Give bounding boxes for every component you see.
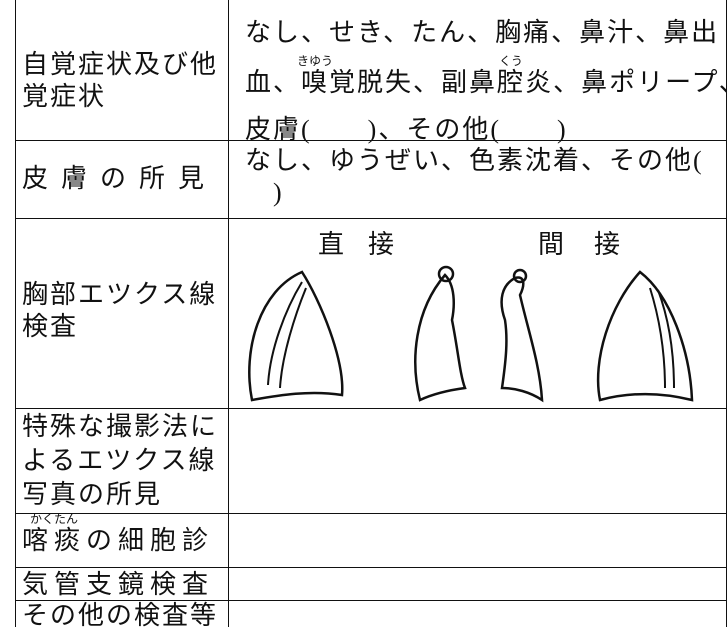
ruby-group: 嗅きゆう bbox=[297, 55, 333, 97]
row-divider bbox=[15, 140, 727, 141]
ruby-text: かくたん bbox=[29, 512, 79, 526]
text: その他の検査等 bbox=[22, 601, 219, 627]
row-divider bbox=[15, 408, 727, 409]
text: の細胞診 bbox=[86, 526, 215, 555]
text: 自覚症状及び他 bbox=[22, 50, 219, 79]
text: 特殊な撮影法に bbox=[22, 412, 219, 441]
text: 直接 bbox=[318, 230, 419, 259]
row-divider bbox=[15, 513, 727, 514]
ruby-text: きゆう bbox=[297, 54, 334, 68]
lung-diagrams bbox=[248, 265, 694, 403]
row-divider bbox=[15, 600, 727, 601]
ruby-text: くう bbox=[499, 54, 523, 68]
row-divider bbox=[15, 567, 727, 568]
text: 覚脱失、副鼻 bbox=[329, 68, 498, 97]
text: よるエツクス線 bbox=[22, 446, 217, 475]
row-label: 喀痰 かくたん の細胞診 bbox=[22, 513, 215, 555]
row-label: 覚症状 bbox=[22, 84, 106, 110]
text: 皮膚の所見 bbox=[22, 164, 218, 193]
row-label: 写真の所見 bbox=[22, 482, 162, 508]
diagram-heading: 間接 bbox=[538, 232, 650, 258]
row-label: その他の検査等 bbox=[22, 603, 218, 627]
text: ) bbox=[245, 178, 284, 207]
text: 間接 bbox=[538, 230, 651, 259]
ruby-base: 腔 bbox=[497, 68, 526, 97]
row-label: 検査 bbox=[22, 314, 78, 340]
row-content: 皮膚( )、その他( ) bbox=[245, 117, 568, 143]
text: 胸部エツクス線 bbox=[22, 280, 218, 309]
table-border bbox=[15, 0, 16, 627]
row-label: 皮膚の所見 bbox=[22, 166, 217, 192]
row-label: 自覚症状及び他 bbox=[22, 52, 218, 78]
column-divider bbox=[228, 0, 229, 627]
ruby-group: 喀痰 かくたん bbox=[22, 513, 87, 555]
text: 覚症状 bbox=[22, 82, 107, 111]
ruby-base: 喀痰 bbox=[22, 526, 87, 555]
text: 炎、鼻ポリープ、 bbox=[525, 68, 727, 97]
text: 写真の所見 bbox=[22, 480, 163, 509]
text: 皮膚( )、その他( ) bbox=[245, 115, 568, 144]
row-label: 胸部エツクス線 bbox=[22, 282, 217, 308]
ruby-base: 嗅 bbox=[301, 68, 330, 97]
text: なし、せき、たん、胸痛、鼻汁、鼻出 bbox=[245, 18, 720, 47]
row-content: ) bbox=[245, 180, 284, 206]
row-divider bbox=[15, 218, 727, 219]
row-content: なし、ゆうぜい、色素沈着、その他( bbox=[245, 148, 704, 174]
diagram-heading: 直接 bbox=[318, 232, 418, 258]
row-content: 血、嗅 きゆう 覚脱失、副鼻腔 くう 炎、鼻ポリープ、 bbox=[245, 55, 727, 97]
text: 検査 bbox=[22, 312, 79, 341]
text: なし、ゆうぜい、色素沈着、その他( bbox=[245, 146, 704, 175]
text: 気管支鏡検査 bbox=[22, 570, 215, 599]
row-content: なし、せき、たん、胸痛、鼻汁、鼻出 bbox=[245, 20, 719, 46]
row-label: 特殊な撮影法に bbox=[22, 414, 218, 440]
row-label: よるエツクス線 bbox=[22, 448, 216, 474]
row-label: 気管支鏡検査 bbox=[22, 572, 214, 598]
ruby-group: 腔くう bbox=[497, 55, 526, 97]
text: 血、 bbox=[245, 68, 302, 97]
